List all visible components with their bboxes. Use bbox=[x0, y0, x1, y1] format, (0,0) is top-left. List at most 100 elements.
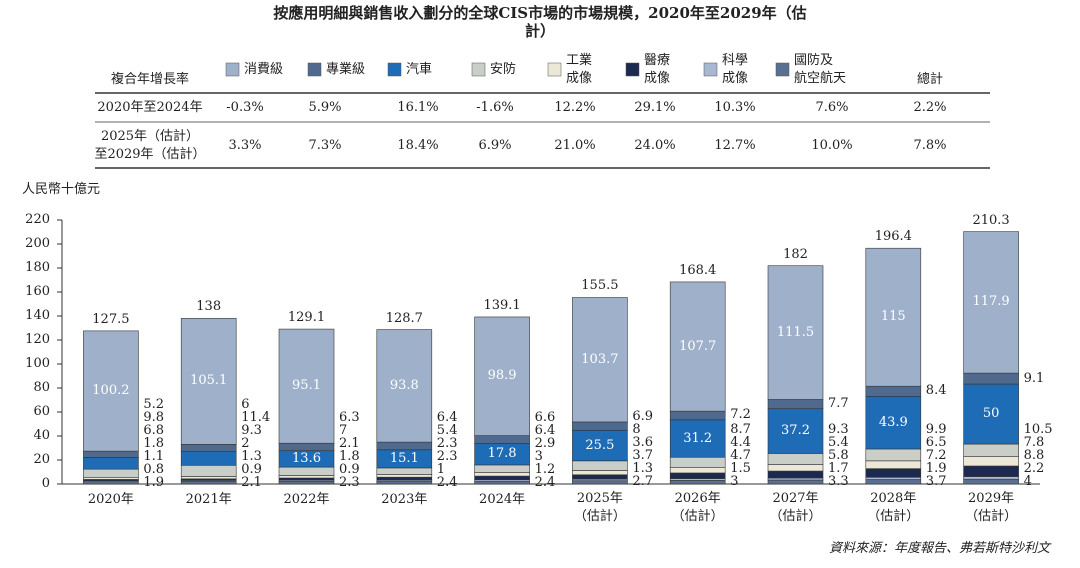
bar-segment bbox=[963, 443, 1019, 457]
data-label: 0.9 bbox=[339, 461, 360, 477]
data-label: 2 bbox=[241, 435, 250, 451]
legend-swatch bbox=[471, 62, 486, 77]
y-tick-label: 100 bbox=[25, 356, 50, 371]
table-cell: 7.3% bbox=[308, 138, 342, 153]
bar-segment bbox=[865, 395, 922, 450]
legend-swatch bbox=[225, 62, 240, 77]
table-cell: 18.4% bbox=[397, 138, 439, 153]
total-label: 182 bbox=[783, 246, 808, 262]
bar-segment bbox=[865, 385, 922, 397]
bar-segment bbox=[180, 464, 237, 477]
data-label: 6.6 bbox=[534, 409, 556, 425]
y-tick-label: 80 bbox=[33, 380, 50, 395]
x-tick-label: 2024年 bbox=[479, 492, 526, 507]
bar-segment bbox=[180, 451, 237, 466]
bar-segment bbox=[83, 468, 139, 478]
data-label: 17.8 bbox=[487, 446, 517, 462]
legend-swatch bbox=[307, 62, 322, 77]
bar-segment bbox=[83, 330, 139, 452]
data-label: 105.1 bbox=[190, 373, 228, 389]
legend-swatch bbox=[547, 62, 562, 77]
bar-segment bbox=[180, 476, 237, 480]
legend-label: 安防 bbox=[490, 62, 517, 77]
legend-label: 專業級 bbox=[326, 62, 366, 77]
data-label: 115 bbox=[880, 309, 906, 325]
data-label: 1.9 bbox=[143, 474, 165, 490]
data-label: 9.8 bbox=[143, 409, 165, 425]
y-tick-label: 120 bbox=[25, 332, 50, 347]
data-label: 5.4 bbox=[828, 435, 849, 451]
data-label: 5.4 bbox=[436, 422, 458, 438]
x-tick-label: 2021年 bbox=[185, 492, 232, 507]
y-tick-label: 220 bbox=[25, 212, 50, 227]
table-cell: 7.8% bbox=[913, 138, 947, 153]
x-tick-label: 2028年 （估計） bbox=[867, 491, 920, 524]
data-label: 2.3 bbox=[436, 435, 458, 451]
data-label: 6.4 bbox=[436, 409, 458, 425]
bar-segment bbox=[669, 480, 726, 485]
bar-segment bbox=[376, 474, 433, 478]
data-label: 9.3 bbox=[828, 422, 849, 438]
row-label: 2025年（估計） 至2029年（估計） bbox=[94, 129, 206, 162]
bar-segment bbox=[963, 383, 1019, 445]
data-label: 7.8 bbox=[1023, 434, 1045, 450]
table-cell: 10.3% bbox=[714, 100, 756, 115]
bar-segment bbox=[83, 476, 139, 480]
bar-segment bbox=[278, 475, 335, 479]
table-header: 總計 bbox=[916, 72, 944, 87]
x-tick-label: 2022年 bbox=[283, 492, 330, 507]
data-label: 37.2 bbox=[781, 423, 810, 439]
data-label: 2.3 bbox=[339, 474, 360, 490]
data-label: 8.4 bbox=[925, 383, 947, 399]
data-label: 2.4 bbox=[534, 474, 556, 490]
x-tick-label: 2027年 （估計） bbox=[769, 491, 822, 524]
x-tick-label: 2025年 （估計） bbox=[573, 491, 626, 524]
data-label: 9.9 bbox=[925, 421, 947, 437]
bar-segment bbox=[278, 328, 335, 444]
bar-segment bbox=[474, 472, 530, 477]
data-label: 2.7 bbox=[632, 474, 654, 490]
bar-segment bbox=[83, 457, 139, 470]
table-cell: -0.3% bbox=[226, 100, 264, 115]
bar-segment bbox=[767, 399, 824, 410]
data-label: 5.8 bbox=[828, 448, 849, 464]
data-label: 13.6 bbox=[292, 450, 321, 466]
data-label: 7.2 bbox=[730, 407, 751, 423]
data-label: 3.3 bbox=[828, 474, 849, 490]
bar-segment bbox=[963, 465, 1019, 477]
y-tick-label: 40 bbox=[33, 428, 50, 443]
table-cell: 2.2% bbox=[913, 100, 947, 115]
data-label: 0.8 bbox=[143, 461, 165, 477]
data-label: 1.8 bbox=[143, 435, 165, 451]
data-label: 3 bbox=[730, 474, 739, 490]
data-label: 3.6 bbox=[632, 435, 654, 451]
bar-segment bbox=[83, 481, 139, 485]
total-label: 127.5 bbox=[92, 312, 130, 327]
table-cell: -1.6% bbox=[476, 100, 514, 115]
data-label: 6.9 bbox=[632, 409, 654, 425]
table-cell: 6.9% bbox=[478, 138, 512, 153]
bar-segment bbox=[669, 467, 726, 474]
bar-segment bbox=[474, 480, 530, 485]
data-label: 7 bbox=[339, 422, 348, 438]
data-label: 4.7 bbox=[730, 448, 751, 464]
data-label: 2.3 bbox=[436, 448, 458, 464]
y-tick-label: 200 bbox=[25, 236, 50, 251]
bar-segment bbox=[572, 480, 628, 485]
data-label: 50 bbox=[982, 406, 1000, 422]
data-label: 111.5 bbox=[776, 324, 815, 340]
bar-segment bbox=[572, 297, 628, 423]
data-label: 25.5 bbox=[585, 437, 615, 453]
table-cell: 12.2% bbox=[554, 100, 596, 115]
data-label: 9.1 bbox=[1023, 370, 1045, 386]
bar-segment bbox=[669, 281, 726, 412]
legend-label: 醫療 成像 bbox=[644, 53, 671, 86]
data-label: 95.1 bbox=[292, 378, 321, 394]
bar-segment bbox=[376, 441, 433, 451]
data-label: 1.2 bbox=[534, 461, 556, 477]
data-label: 7.7 bbox=[828, 396, 849, 412]
bar-segment bbox=[474, 464, 530, 473]
data-label: 3.7 bbox=[632, 448, 654, 464]
bar-segment bbox=[767, 453, 824, 465]
chart-title: 按應用明細與銷售收入劃分的全球CIS市場的市場規模，2020年至2029年（估計… bbox=[273, 4, 807, 40]
